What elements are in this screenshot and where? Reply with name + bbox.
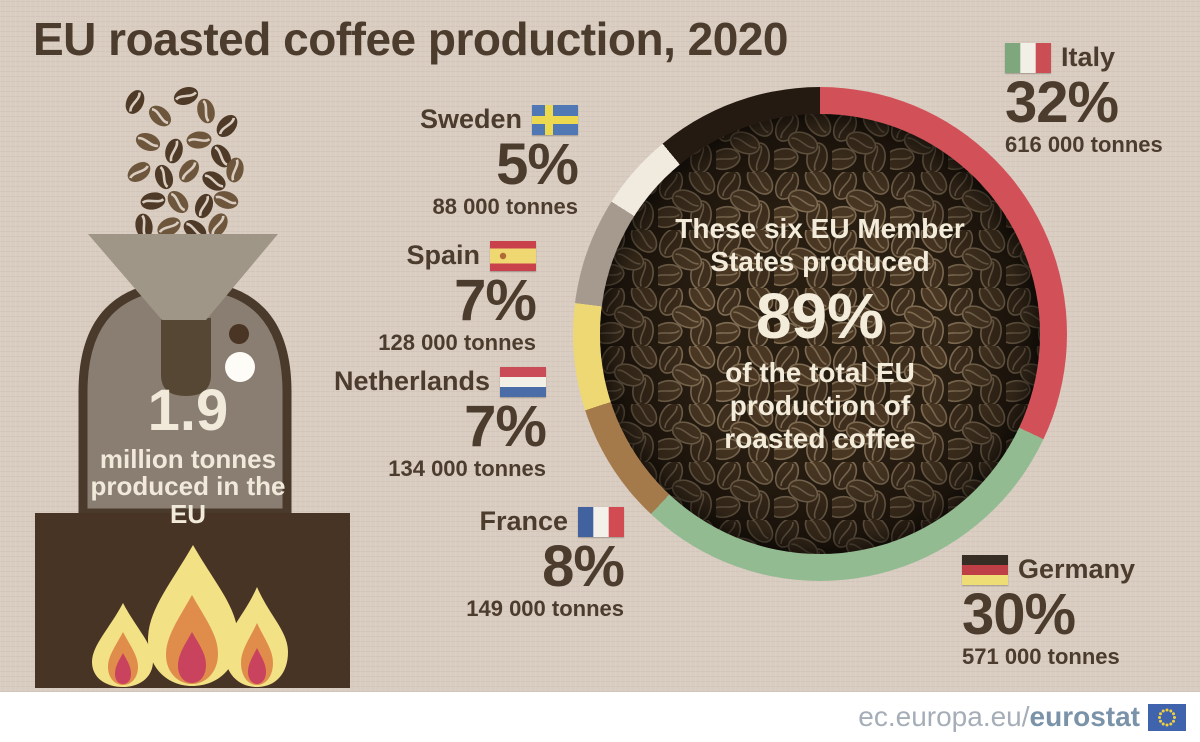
country-percentage: 32% [1005, 70, 1119, 135]
country-name: Netherlands [333, 366, 490, 396]
country-name: Italy [1061, 42, 1116, 72]
country-name: Spain [406, 240, 480, 270]
country-tonnes: 571 000 tonnes [962, 644, 1120, 670]
center-line1: These six EU Member [675, 213, 965, 244]
country-percentage: 8% [542, 534, 625, 599]
center-percentage: 89% [755, 280, 885, 353]
eu-total-production: 1.9 million tonnes produced in the EU [86, 382, 290, 528]
url-eurostat: eurostat [1029, 701, 1140, 732]
roaster-light-dial [225, 352, 255, 382]
netherlands-flag-icon [500, 366, 546, 397]
coffee-roaster-illustration [35, 82, 350, 688]
footer-bar: ec.europa.eu/eurostat [0, 692, 1200, 742]
country-tonnes: 134 000 tonnes [388, 456, 546, 482]
center-line4: production of [729, 389, 911, 421]
eu-flag-icon [1148, 703, 1186, 731]
center-line2: States produced [710, 246, 930, 278]
page-title: EU roasted coffee production, 2020 [33, 13, 788, 65]
country-percentage: 5% [496, 132, 579, 197]
country-percentage: 7% [454, 268, 537, 333]
callout-spain: Spain 7% 128 000 tonnes [378, 240, 537, 356]
country-name: Germany [1018, 554, 1136, 584]
url-prefix: ec.europa.eu/ [858, 701, 1030, 732]
italy-flag-icon [1005, 42, 1051, 73]
eurostat-url: ec.europa.eu/eurostat [858, 701, 1140, 733]
callout-italy: Italy 32% 616 000 tonnes [1005, 42, 1163, 158]
callout-sweden: Sweden 5% 88 000 tonnes [419, 104, 579, 220]
total-unit-line1: million tonnes [99, 444, 277, 474]
country-tonnes: 128 000 tonnes [378, 330, 536, 356]
total-unit-line2: produced in the EU [90, 471, 286, 529]
country-tonnes: 616 000 tonnes [1005, 132, 1163, 158]
roaster-spout [161, 318, 211, 396]
country-percentage: 7% [464, 394, 547, 459]
sweden-flag-icon [532, 104, 578, 135]
callout-netherlands: Netherlands 7% 134 000 tonnes [333, 366, 547, 482]
donut-center-text: These six EU Member States produced 89% … [652, 212, 988, 455]
country-tonnes: 88 000 tonnes [432, 194, 578, 220]
country-name: Sweden [419, 104, 522, 134]
coffee-beans-icon [120, 82, 247, 246]
total-amount: 1.9 [147, 378, 229, 443]
france-flag-icon [578, 506, 624, 537]
center-line5: roasted coffee [724, 422, 916, 454]
roaster-dark-dial [229, 324, 249, 344]
callout-germany: Germany 30% 571 000 tonnes [962, 554, 1135, 670]
center-line3: of the total EU [725, 356, 915, 388]
callout-france: France 8% 149 000 tonnes [466, 506, 625, 622]
country-percentage: 30% [962, 582, 1076, 647]
roaster-funnel [88, 234, 278, 320]
germany-flag-icon [962, 554, 1008, 585]
spain-flag-icon [490, 240, 536, 271]
country-name: France [479, 506, 568, 536]
country-tonnes: 149 000 tonnes [466, 596, 624, 622]
coffee-bean-field [600, 114, 1040, 554]
flame-icon [92, 545, 288, 687]
